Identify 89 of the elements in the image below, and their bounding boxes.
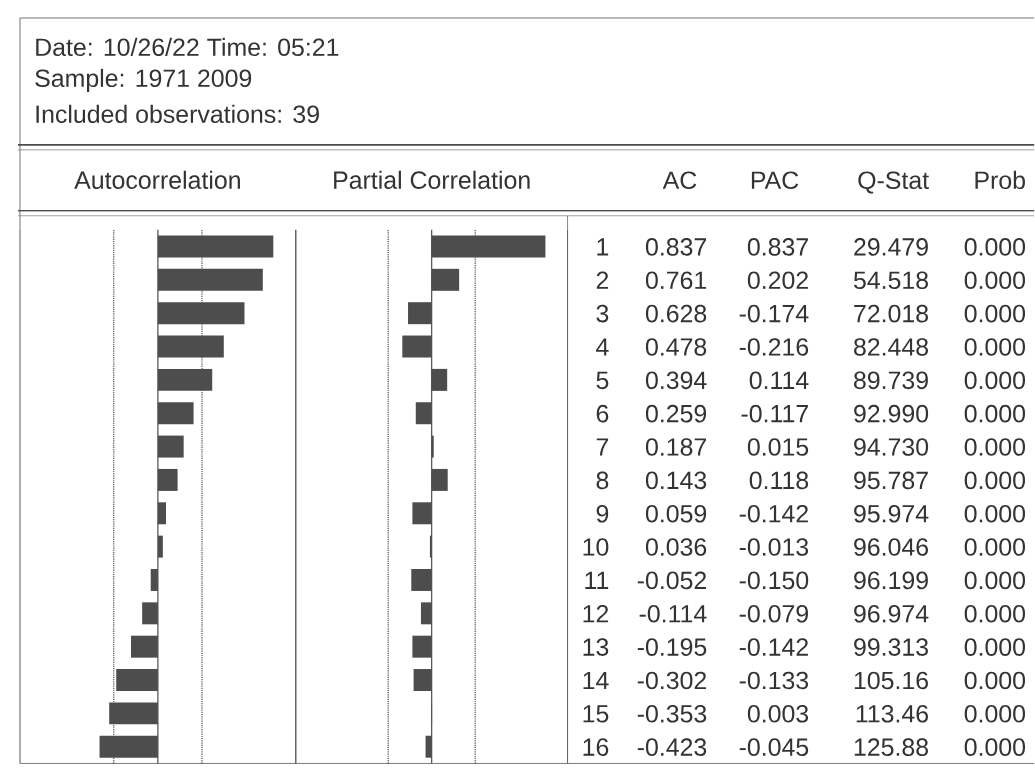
text: 89.739 xyxy=(854,371,928,389)
text: Included observations: 39 xyxy=(36,104,319,123)
data-label: -0.117 xyxy=(741,404,808,423)
y-tick-label: 4 xyxy=(596,338,609,356)
data-label: 0.761 xyxy=(645,271,707,289)
y-tick-label: 15 xyxy=(583,705,609,723)
text: 72.018 xyxy=(854,304,928,323)
data-label: 0.837 xyxy=(747,237,808,256)
text: 113.46 xyxy=(856,704,928,723)
data-label: -0.216 xyxy=(739,337,809,356)
data-label: 0.628 xyxy=(645,304,707,323)
text: 0.000 xyxy=(964,404,1026,423)
data-label: 0.187 xyxy=(645,438,706,456)
y-tick-label: 3 xyxy=(596,304,609,323)
y-tick-label: 5 xyxy=(596,371,609,389)
data-label: 0.003 xyxy=(747,704,809,723)
data-label: -0.353 xyxy=(637,704,707,723)
chart-title: Partial Correlation xyxy=(334,170,530,189)
text: 0.000 xyxy=(964,271,1026,289)
data-label: 0.478 xyxy=(645,337,707,356)
text: 0.000 xyxy=(964,337,1026,356)
text: 0.000 xyxy=(964,738,1026,756)
y-tick-label: 16 xyxy=(583,738,609,756)
data-label: 0.394 xyxy=(645,371,707,389)
data-label: -0.302 xyxy=(637,671,706,690)
data-label: -0.114 xyxy=(639,604,707,623)
data-label: 0.114 xyxy=(749,371,809,389)
text: 54.518 xyxy=(853,271,928,289)
data-label: 0.015 xyxy=(747,438,809,456)
data-label: -0.142 xyxy=(739,504,808,523)
data-label: 0.036 xyxy=(645,538,707,556)
y-tick-label: 6 xyxy=(596,404,609,423)
text: 0.000 xyxy=(964,471,1026,489)
data-label: 0.143 xyxy=(645,471,707,489)
text: 29.479 xyxy=(854,237,928,256)
data-label: -0.013 xyxy=(739,538,809,556)
text: 0.000 xyxy=(964,671,1026,690)
text: 0.000 xyxy=(964,604,1026,623)
text: 0.000 xyxy=(964,504,1026,523)
y-tick-label: 13 xyxy=(583,638,609,656)
text: 0.000 xyxy=(964,237,1026,256)
text: 0.000 xyxy=(964,438,1026,456)
text: 0.000 xyxy=(964,638,1026,656)
data-label: -0.174 xyxy=(739,304,809,323)
text: 92.990 xyxy=(854,404,929,423)
data-label: 0.259 xyxy=(645,404,707,423)
text: 82.448 xyxy=(854,337,928,356)
y-tick-label: 9 xyxy=(596,504,609,523)
text: 0.000 xyxy=(964,304,1026,323)
data-label: 0.837 xyxy=(645,237,706,256)
data-label: -0.195 xyxy=(637,638,707,656)
data-label: -0.150 xyxy=(739,571,809,590)
text: 96.046 xyxy=(854,538,928,556)
data-label: -0.423 xyxy=(637,738,707,756)
text: 105.16 xyxy=(854,671,928,690)
text: 96.974 xyxy=(854,604,929,623)
y-tick-label: 10 xyxy=(583,538,609,556)
text: 96.199 xyxy=(854,571,928,590)
text: 0.000 xyxy=(964,538,1026,556)
text: Prob xyxy=(975,170,1025,189)
data-label: -0.045 xyxy=(739,738,809,756)
text: PAC xyxy=(751,171,799,189)
text: Date: 10/26/22 Time: 05:21 xyxy=(36,37,339,56)
text: 0.000 xyxy=(964,704,1026,723)
y-tick-label: 12 xyxy=(583,604,609,623)
y-tick-label: 1 xyxy=(597,238,609,256)
data-label: 0.118 xyxy=(749,471,809,489)
data-label: -0.052 xyxy=(637,571,706,590)
data-label: -0.079 xyxy=(739,604,808,623)
text: AC xyxy=(662,171,697,189)
y-tick-label: 7 xyxy=(596,438,609,456)
y-tick-label: 11 xyxy=(585,571,609,589)
text: Q-Stat xyxy=(858,171,929,194)
data-label: 0.059 xyxy=(645,504,707,523)
text: 0.000 xyxy=(964,371,1026,389)
data-label: -0.133 xyxy=(739,671,809,690)
y-tick-label: 8 xyxy=(596,471,609,489)
text: 95.787 xyxy=(854,471,928,489)
text: 94.730 xyxy=(854,438,929,456)
data-label: -0.142 xyxy=(739,638,808,656)
y-tick-label: 14 xyxy=(583,671,609,689)
text: 95.974 xyxy=(854,504,929,523)
text: 125.88 xyxy=(854,738,928,756)
chart-title: Autocorrelation xyxy=(74,170,240,189)
text: Sample: 1971 2009 xyxy=(35,68,252,92)
data-label: 0.202 xyxy=(747,271,808,289)
text: 0.000 xyxy=(964,571,1026,590)
text: 99.313 xyxy=(854,638,928,656)
y-tick-label: 2 xyxy=(596,271,609,289)
